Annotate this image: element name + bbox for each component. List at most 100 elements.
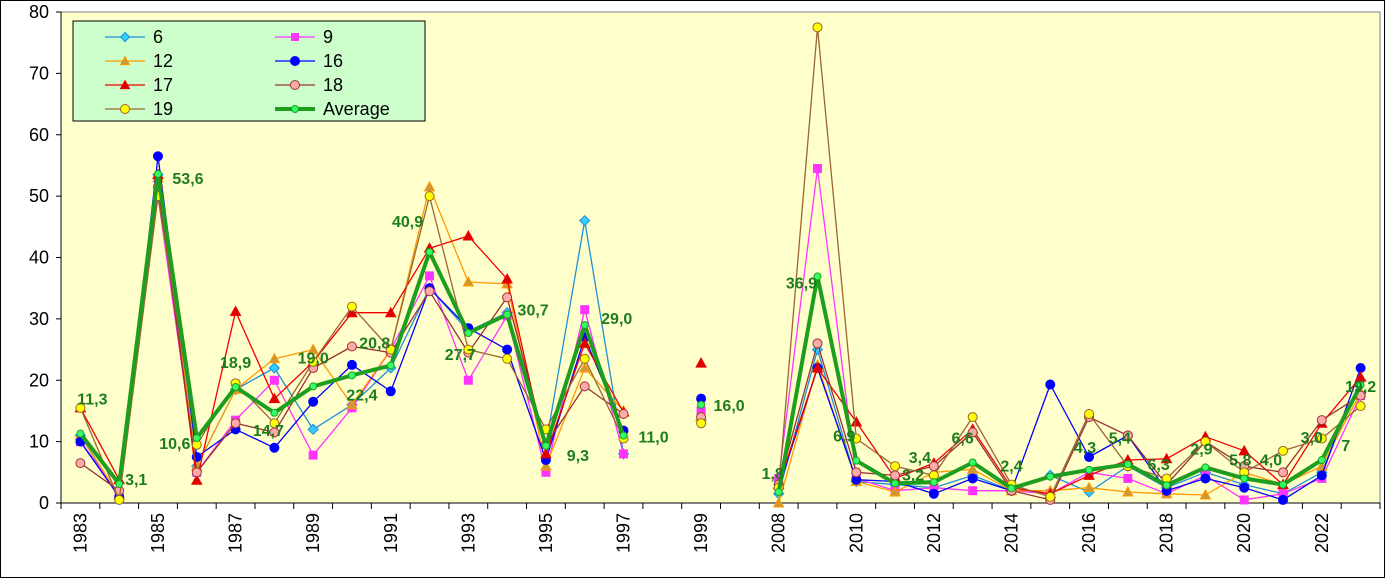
x-tick-label: 2018 xyxy=(1157,513,1177,553)
data-point-19 xyxy=(269,418,280,429)
data-point-12 xyxy=(462,276,475,287)
data-point-16 xyxy=(385,386,396,397)
y-tick-label: 80 xyxy=(29,2,49,22)
data-label: 2,9 xyxy=(1190,441,1212,458)
data-point-9 xyxy=(812,164,822,174)
x-tick-label: 1983 xyxy=(70,513,90,553)
legend-label: 9 xyxy=(323,27,333,47)
data-point-18 xyxy=(812,338,823,349)
data-point-9 xyxy=(269,375,279,385)
data-label: 19,0 xyxy=(298,350,329,367)
x-tick-label: 1991 xyxy=(381,513,401,553)
legend-item-average: Average xyxy=(275,99,390,119)
legend-item-9: 9 xyxy=(275,27,333,47)
data-point-18 xyxy=(618,409,629,420)
data-point-19 xyxy=(114,494,125,505)
data-point-18 xyxy=(75,458,86,469)
data-point-average xyxy=(115,479,124,488)
data-point-19 xyxy=(463,344,474,355)
data-point-17 xyxy=(1083,469,1095,480)
y-tick-label: 50 xyxy=(29,186,49,206)
data-point-average xyxy=(153,170,162,179)
data-point-average xyxy=(1279,480,1288,489)
y-tick-label: 0 xyxy=(39,493,49,513)
data-point-17 xyxy=(384,306,397,318)
x-tick-label: 2016 xyxy=(1079,513,1099,553)
data-point-12 xyxy=(423,180,436,192)
legend-swatch-marker xyxy=(290,56,300,66)
data-label: 6,6 xyxy=(952,430,974,447)
data-point-17 xyxy=(501,272,513,284)
data-point-16 xyxy=(1316,470,1327,481)
data-point-18 xyxy=(1122,430,1133,441)
y-tick-label: 30 xyxy=(29,309,49,329)
data-point-19 xyxy=(890,461,901,472)
data-point-12 xyxy=(268,352,281,364)
data-point-18 xyxy=(1278,467,1289,478)
data-label: 3,1 xyxy=(125,472,147,489)
x-tick-label: 2012 xyxy=(924,513,944,553)
data-label: 6,9 xyxy=(833,429,855,446)
data-point-12 xyxy=(889,485,901,497)
data-label: 5,4 xyxy=(1109,430,1131,447)
data-label: 22,4 xyxy=(346,387,377,404)
data-label: 10,6 xyxy=(159,436,190,453)
data-point-19 xyxy=(1200,436,1211,447)
data-point-average xyxy=(968,458,977,467)
data-point-17 xyxy=(850,415,863,427)
data-label: 11,3 xyxy=(77,392,107,409)
legend-item-19: 19 xyxy=(105,99,173,119)
data-point-17 xyxy=(346,306,358,318)
data-point-9 xyxy=(1239,495,1249,505)
data-point-17 xyxy=(229,305,242,317)
data-point-6 xyxy=(268,362,281,374)
data-label: 53,6 xyxy=(172,171,203,188)
data-point-19 xyxy=(696,418,707,429)
data-point-average xyxy=(386,361,395,370)
data-point-average xyxy=(813,272,822,281)
legend-item-16: 16 xyxy=(275,51,343,71)
data-point-12 xyxy=(966,463,979,474)
data-point-9 xyxy=(308,450,318,460)
data-point-16 xyxy=(1084,451,1095,462)
data-point-average xyxy=(192,433,201,442)
series-line-19 xyxy=(778,26,1362,498)
data-label: 36,9 xyxy=(786,276,817,293)
data-point-16 xyxy=(1045,379,1056,390)
data-point-19 xyxy=(1045,491,1056,502)
data-label: 3,2 xyxy=(902,467,924,484)
series-line-12 xyxy=(778,364,1362,504)
data-point-12 xyxy=(1199,488,1212,500)
data-label: 19,2 xyxy=(1345,379,1376,396)
legend-item-12: 12 xyxy=(105,51,173,71)
data-label: 11,0 xyxy=(638,429,668,446)
data-point-19 xyxy=(346,301,357,312)
data-point-19 xyxy=(812,22,823,33)
data-point-18 xyxy=(579,381,590,392)
data-label: 30,7 xyxy=(518,303,549,320)
data-point-18 xyxy=(191,467,202,478)
data-point-average xyxy=(231,383,240,392)
data-point-average xyxy=(852,456,861,465)
legend-box xyxy=(72,20,426,122)
data-point-16 xyxy=(152,151,163,162)
data-point-6 xyxy=(579,214,591,227)
data-point-16 xyxy=(269,442,280,453)
x-tick-label: 1999 xyxy=(691,513,711,553)
data-label: 29,0 xyxy=(601,311,632,328)
data-point-16 xyxy=(502,344,513,355)
legend-swatch-marker xyxy=(291,33,299,41)
data-point-16 xyxy=(1239,482,1250,493)
data-point-12 xyxy=(1121,485,1134,497)
data-point-average xyxy=(1046,472,1055,481)
x-tick-label: 1987 xyxy=(226,513,246,553)
data-point-16 xyxy=(308,396,319,407)
series-line-17 xyxy=(778,367,1362,495)
data-point-average xyxy=(1240,474,1249,483)
data-point-9 xyxy=(580,305,590,315)
data-point-average xyxy=(929,478,938,487)
legend-swatch-marker xyxy=(291,105,299,113)
data-point-17 xyxy=(695,357,707,368)
data-point-average xyxy=(774,487,783,496)
